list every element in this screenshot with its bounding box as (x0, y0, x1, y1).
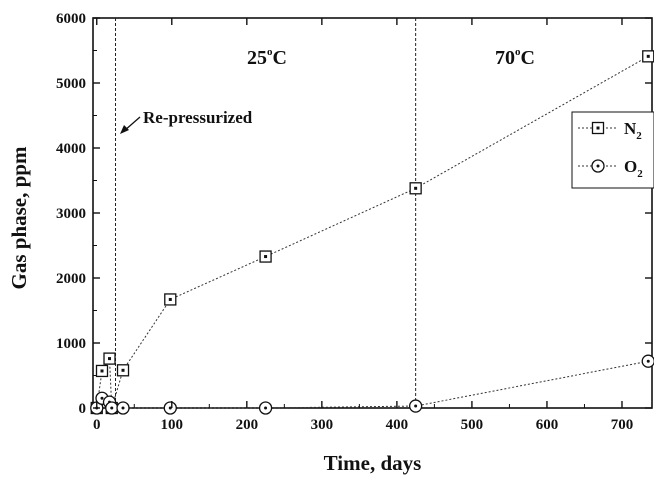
x-tick-label: 100 (161, 417, 184, 433)
axes: 0 100 200 300 400 500 600 700 0 1000 2000 3000 4000 5… (56, 11, 652, 433)
series-line (96, 360, 649, 409)
x-tick-label: 600 (536, 417, 559, 433)
data-point-center (264, 255, 268, 259)
repressurized-arrowhead (120, 125, 129, 134)
data-point-center (646, 54, 650, 58)
legend-entry-o2-subscript: 2 (637, 168, 643, 180)
data-point-center (100, 396, 104, 400)
legend-box (571, 111, 654, 189)
legend: N2 O2 (571, 111, 654, 189)
x-tick-label: 200 (236, 417, 259, 433)
data-point-center (264, 406, 268, 410)
x-tick-label: 0 (93, 417, 101, 433)
repressurized-annotation: Re-pressurized (143, 108, 253, 127)
legend-entry-n2: N2 (624, 119, 642, 142)
data-point-center (414, 404, 418, 408)
y-tick-label: 2000 (56, 271, 86, 287)
data-point-center (168, 297, 172, 301)
series-layer (90, 50, 654, 415)
region-25c-number: 25 (247, 47, 267, 69)
x-tick-label: 300 (311, 417, 334, 433)
y-tick-label: 4000 (56, 141, 86, 157)
series-n2 (90, 50, 654, 415)
legend-items (578, 121, 618, 173)
plot-area (92, 17, 653, 409)
x-tick-label: 700 (611, 417, 634, 433)
region-25c-degree: o (267, 46, 273, 58)
region-25c-label: 25oC (247, 46, 287, 69)
plot-frame (92, 17, 653, 409)
data-point-center (414, 186, 418, 190)
region-70c-unit: C (521, 47, 535, 69)
y-tick-label: 3000 (56, 206, 86, 222)
data-point-center (168, 406, 172, 410)
phase-divider-lines (115, 18, 417, 408)
legend-entry-o2-name: O (624, 157, 637, 176)
legend-marker-center (596, 164, 600, 168)
series-o2 (90, 354, 654, 415)
legend-entry-o2: O2 (624, 157, 643, 180)
legend-entry-n2-subscript: 2 (636, 130, 642, 142)
data-point-center (108, 357, 112, 361)
x-axis-label: Time, days (324, 451, 422, 475)
legend-marker-center (596, 126, 600, 130)
x-tick-label: 400 (386, 417, 409, 433)
y-tick-label: 6000 (56, 11, 86, 27)
legend-entry-n2-name: N (624, 119, 637, 138)
data-point-center (121, 406, 125, 410)
y-tick-label: 5000 (56, 76, 86, 92)
x-tick-label: 500 (461, 417, 484, 433)
region-25c-unit: C (273, 47, 287, 69)
y-tick-label: 0 (79, 401, 87, 417)
y-tick-label: 1000 (56, 336, 86, 352)
region-70c-label: 70oC (495, 46, 535, 69)
data-point-center (110, 406, 114, 410)
region-70c-degree: o (515, 46, 521, 58)
data-point-center (121, 368, 125, 372)
data-point-center (100, 369, 104, 373)
data-point-center (646, 359, 650, 363)
region-70c-number: 70 (495, 47, 515, 69)
y-axis-label: Gas phase, ppm (7, 146, 31, 289)
